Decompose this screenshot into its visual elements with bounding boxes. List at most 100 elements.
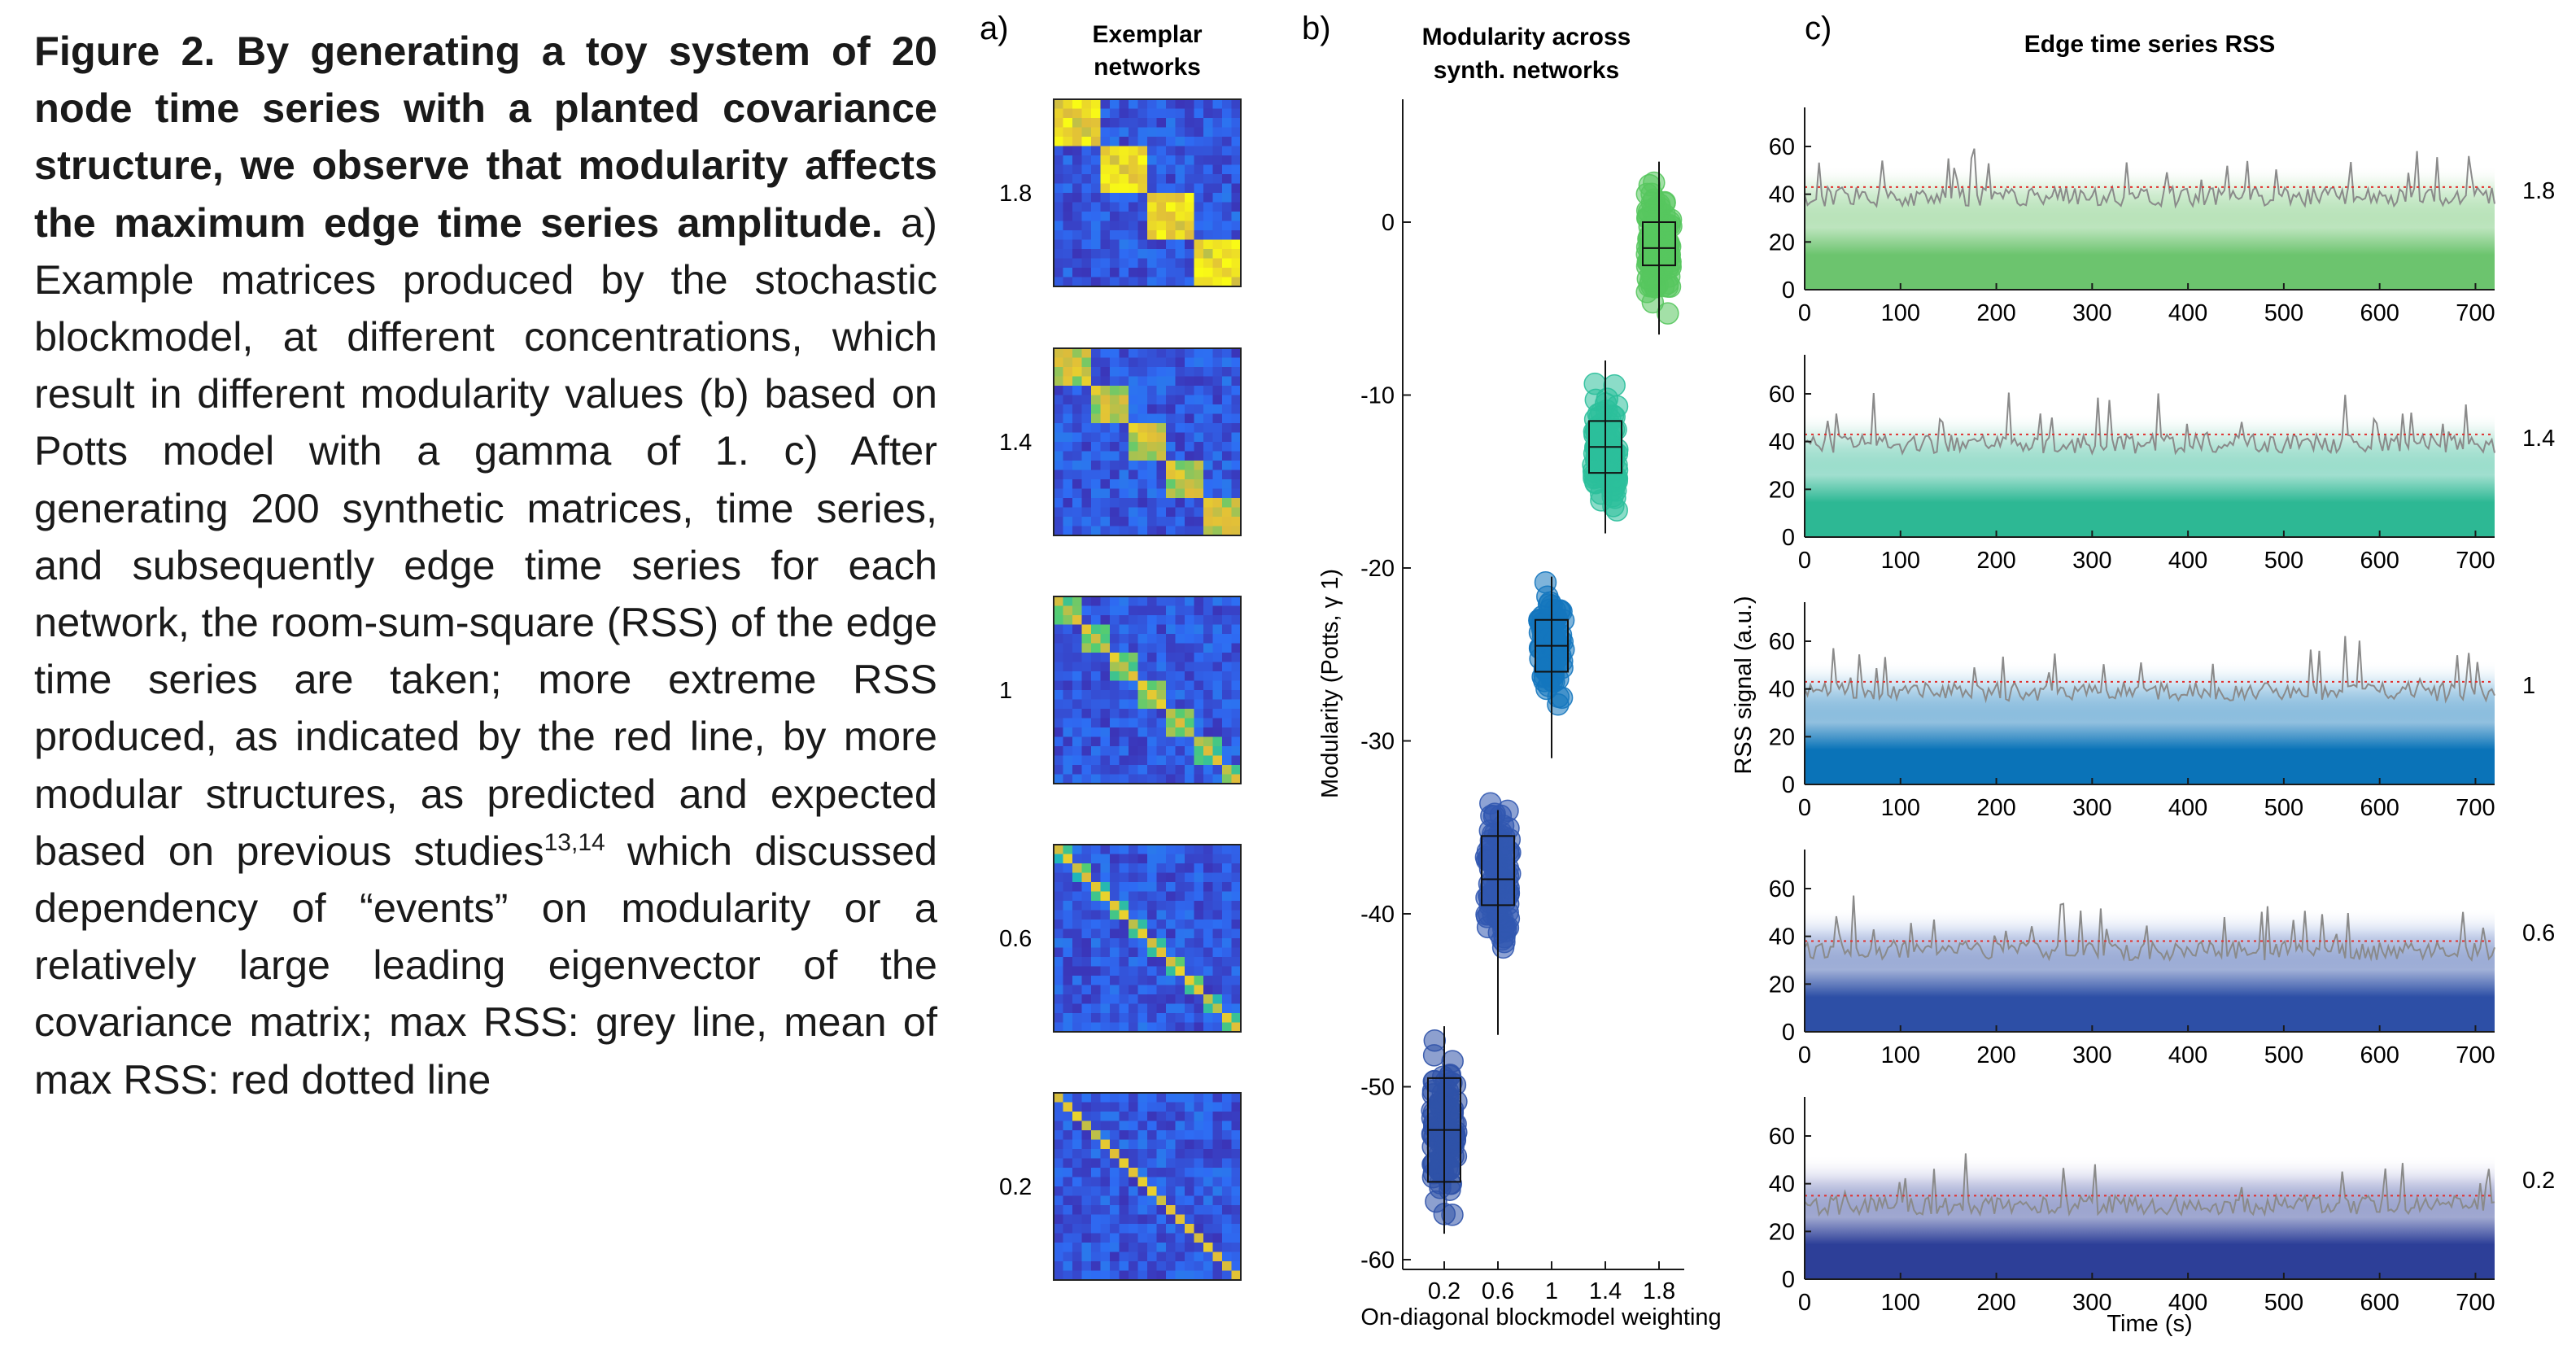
matrix-cell [1072,1243,1083,1253]
matrix-cell [1110,662,1120,672]
matrix-cell [1063,699,1073,710]
matrix-cell [1129,277,1139,287]
scatter-point [1441,1098,1465,1121]
matrix-cell [1091,1022,1102,1033]
matrix-cell [1054,488,1064,499]
matrix-cell [1137,1195,1148,1206]
matrix-cell [1119,118,1129,129]
matrix-cell [1100,1121,1111,1131]
matrix-cell [1110,1139,1120,1150]
matrix-cell [1100,746,1111,757]
matrix-cell [1063,146,1073,156]
matrix-cell [1100,451,1111,461]
matrix-cell [1185,386,1195,396]
matrix-cell [1147,605,1158,616]
matrix-cell [1147,174,1158,185]
matrix-cell [1137,108,1148,119]
matrix-cell [1203,994,1214,1005]
matrix-cell [1110,202,1120,212]
matrix-cell [1054,774,1064,784]
matrix-cell [1063,432,1073,443]
matrix-cell [1072,718,1083,728]
matrix-cell [1054,1243,1064,1253]
matrix-cell [1063,985,1073,995]
matrix-cell [1194,1168,1204,1178]
matrix-cell [1147,947,1158,958]
matrix-cell [1222,643,1233,653]
matrix-cell [1212,1121,1223,1131]
matrix-cell [1072,1013,1083,1024]
matrix-cell [1166,863,1177,874]
matrix-cell [1110,746,1120,757]
matrix-cell [1147,432,1158,443]
matrix-cell [1110,230,1120,241]
matrix-cell [1147,212,1158,222]
matrix-cell [1137,193,1148,203]
matrix-cell [1203,872,1214,883]
rss-x-tick-label: 200 [1976,1290,2015,1316]
matrix-cell [1100,1177,1111,1187]
matrix-cell [1110,718,1120,728]
matrix-cell [1091,736,1102,747]
matrix-cell [1119,1224,1129,1234]
matrix-cell [1063,517,1073,527]
matrix-cell [1054,1186,1064,1197]
matrix-cell [1100,230,1111,241]
matrix-cell [1212,442,1223,452]
matrix-cell [1194,643,1204,653]
matrix-cell [1166,928,1177,939]
matrix-cell [1100,966,1111,976]
matrix-cell [1231,193,1242,203]
rss-y-tick-label: 20 [1769,477,1795,503]
matrix-cell [1110,1224,1120,1234]
matrix-cell [1156,1243,1167,1253]
matrix-cell [1054,957,1064,968]
matrix-cell [1185,1093,1195,1103]
matrix-cell [1129,596,1139,607]
matrix-cell [1156,985,1167,995]
matrix-cell [1147,596,1158,607]
matrix-cell [1091,183,1102,194]
matrix-cell [1119,367,1129,378]
matrix-cell [1194,461,1204,471]
matrix-cell [1194,1186,1204,1197]
matrix-cell [1231,901,1242,911]
matrix-cell [1054,662,1064,672]
matrix-cell [1222,118,1233,129]
rss-x-tick-label: 300 [2072,548,2111,574]
matrix-cell [1063,882,1073,893]
matrix-cell [1137,596,1148,607]
matrix-cell [1054,376,1064,387]
matrix-cell [1063,155,1073,166]
matrix-cell [1231,1177,1242,1187]
matrix-cell [1054,1205,1064,1216]
matrix-cell [1054,901,1064,911]
matrix-cell [1231,643,1242,653]
matrix-cell [1110,127,1120,138]
matrix-cell [1072,1252,1083,1262]
matrix-cell [1129,230,1139,241]
matrix-cell [1194,718,1204,728]
matrix-cell [1054,442,1064,452]
matrix-cell [1175,718,1185,728]
matrix-cell [1156,653,1167,663]
matrix-cell [1100,432,1111,443]
matrix-cell [1185,1261,1195,1272]
matrix-cell [1137,146,1148,156]
matrix-cell [1194,947,1204,958]
matrix-cell [1222,755,1233,766]
matrix-cell [1212,517,1223,527]
matrix-cell [1212,1270,1223,1281]
matrix-cell [1194,517,1204,527]
scatter-point [1533,657,1557,679]
matrix-cell [1185,174,1195,185]
matrix-cell [1110,451,1120,461]
matrix-cell [1166,108,1177,119]
matrix-cell [1147,258,1158,269]
matrix-cell [1166,1224,1177,1234]
matrix-cell [1137,395,1148,405]
matrix-cell [1054,690,1064,701]
matrix-cell [1072,910,1083,920]
matrix-cell [1100,643,1111,653]
matrix-cell [1063,994,1073,1005]
